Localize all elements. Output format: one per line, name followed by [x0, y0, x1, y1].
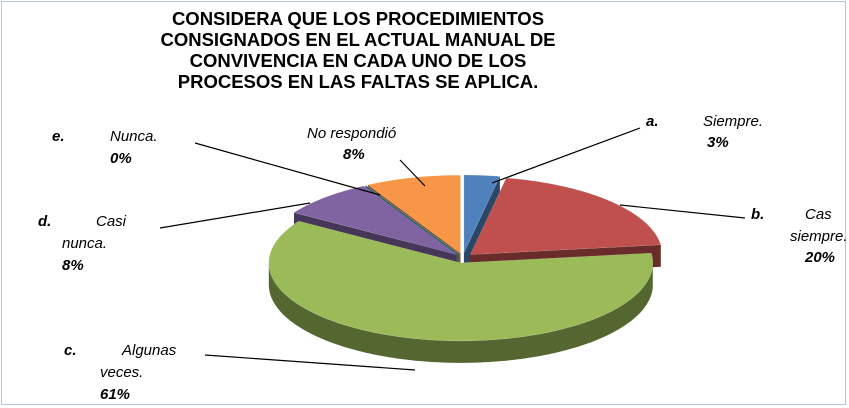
leader-line: [399, 159, 426, 187]
category-label-line: Cas: [805, 206, 836, 223]
leader-line: [194, 142, 381, 196]
slice-side: [268, 262, 653, 363]
leader-line: [491, 127, 641, 184]
slice-top: [293, 185, 457, 255]
category-label-line: Casi: [96, 213, 130, 230]
leader-line: [204, 354, 416, 371]
value-label: 20%: [804, 249, 835, 266]
slice-top: [268, 220, 654, 342]
category-label: Algunas veces.: [100, 342, 180, 381]
slice-top: [469, 177, 662, 255]
label-prefix: c.: [64, 342, 77, 359]
label-prefix: e.: [52, 128, 65, 145]
label-prefix: b.: [751, 206, 764, 223]
leader-line: [159, 202, 311, 229]
value-label: 3%: [707, 134, 729, 151]
leader-line: [619, 204, 746, 219]
category-label-line: Algunas: [121, 342, 180, 359]
slice-top: [365, 185, 459, 254]
category-label: Casi nunca.: [62, 213, 130, 252]
category-label: Nunca.: [110, 128, 158, 145]
value-label: 8%: [343, 146, 365, 163]
value-label: 61%: [100, 386, 130, 403]
slice: [268, 220, 654, 363]
label-prefix: d.: [38, 213, 51, 230]
category-label-line: veces.: [100, 364, 143, 381]
category-label: No respondió: [307, 125, 396, 142]
slice-top: [463, 174, 501, 254]
category-label-line: nunca.: [62, 235, 107, 252]
value-label: 8%: [62, 257, 84, 274]
category-label: Siempre.: [703, 113, 763, 130]
slice-top: [367, 174, 461, 254]
chart-title: CONSIDERA QUE LOS PROCEDIMIENTOS CONSIGN…: [160, 8, 556, 92]
value-label: 0%: [110, 150, 132, 167]
category-label-line: siempre.: [790, 228, 848, 245]
category-label: Cas siempre.: [790, 206, 848, 245]
label-prefix: a.: [646, 113, 659, 130]
